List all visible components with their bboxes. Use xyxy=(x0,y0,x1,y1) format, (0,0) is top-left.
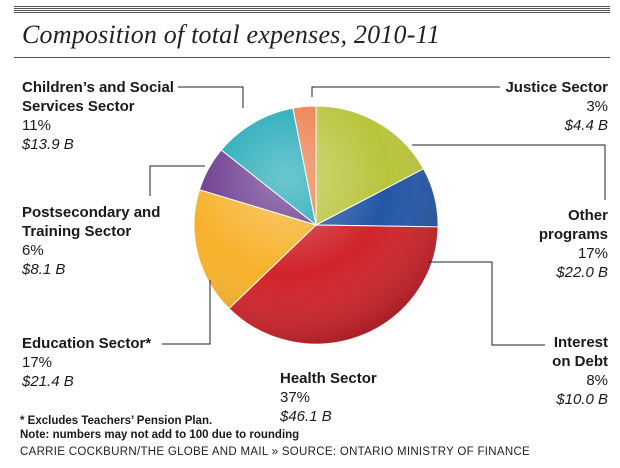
label-children: Children’s and Social Services Sector 11… xyxy=(22,78,174,154)
footnote: * Excludes Teachers’ Pension Plan. xyxy=(20,415,213,427)
label-other: Other programs 17% $22.0 B xyxy=(440,206,608,282)
label-name: Children’s and Social xyxy=(22,79,174,96)
label-amount: $10.0 B xyxy=(556,391,608,408)
top-rule xyxy=(14,6,610,14)
label-interest: Interest on Debt 8% $10.0 B xyxy=(440,333,608,409)
leader-children xyxy=(178,86,244,108)
label-name: Postsecondary and xyxy=(22,204,161,221)
label-amount: $8.1 B xyxy=(22,261,66,278)
leader-justice xyxy=(311,86,500,97)
label-health: Health Sector 37% $46.1 B xyxy=(280,369,377,426)
chart-notes: * Excludes Teachers’ Pension Plan. Note:… xyxy=(20,414,299,442)
label-amount: $46.1 B xyxy=(280,408,332,425)
credit-line: CARRIE COCKBURN/THE GLOBE AND MAIL » SOU… xyxy=(20,446,530,458)
label-amount: $22.0 B xyxy=(556,264,608,281)
leader-other xyxy=(412,144,606,200)
leader-education xyxy=(162,280,211,345)
label-percent: 17% xyxy=(22,354,53,371)
label-name: Interest xyxy=(553,334,608,351)
label-percent: 11% xyxy=(22,117,51,134)
label-name: Justice Sector xyxy=(505,79,608,96)
label-name: Other xyxy=(567,207,608,224)
label-amount: $21.4 B xyxy=(22,373,74,390)
chart-title: Composition of total expenses, 2010-11 xyxy=(22,20,441,49)
label-name: Education Sector* xyxy=(22,335,152,352)
label-percent: 6% xyxy=(22,242,44,259)
leader-postsecondary xyxy=(149,165,205,196)
credit-author: CARRIE COCKBURN/THE GLOBE AND MAIL xyxy=(20,446,269,458)
label-percent: 37% xyxy=(280,389,311,406)
credit-source: SOURCE: ONTARIO MINISTRY OF FINANCE xyxy=(281,446,531,458)
label-name: Health Sector xyxy=(280,370,377,387)
label-amount: $4.4 B xyxy=(564,117,608,134)
title-divider xyxy=(14,57,610,58)
label-percent: 17% xyxy=(577,245,608,262)
rounding-note: Note: numbers may not add to 100 due to … xyxy=(20,429,300,441)
label-name: Training Sector xyxy=(22,223,132,240)
label-percent: 8% xyxy=(586,372,608,389)
label-name: on Debt xyxy=(552,353,608,370)
leader-interest xyxy=(428,261,545,346)
label-postsecondary: Postsecondary and Training Sector 6% $8.… xyxy=(22,203,160,279)
credit-separator: » xyxy=(271,446,279,458)
label-amount: $13.9 B xyxy=(22,136,74,153)
label-education: Education Sector* 17% $21.4 B xyxy=(22,334,151,391)
label-percent: 3% xyxy=(586,98,608,115)
pie-shading xyxy=(194,106,438,344)
label-name: Services Sector xyxy=(22,98,135,115)
label-justice: Justice Sector 3% $4.4 B xyxy=(440,78,608,135)
label-name: programs xyxy=(538,226,608,243)
